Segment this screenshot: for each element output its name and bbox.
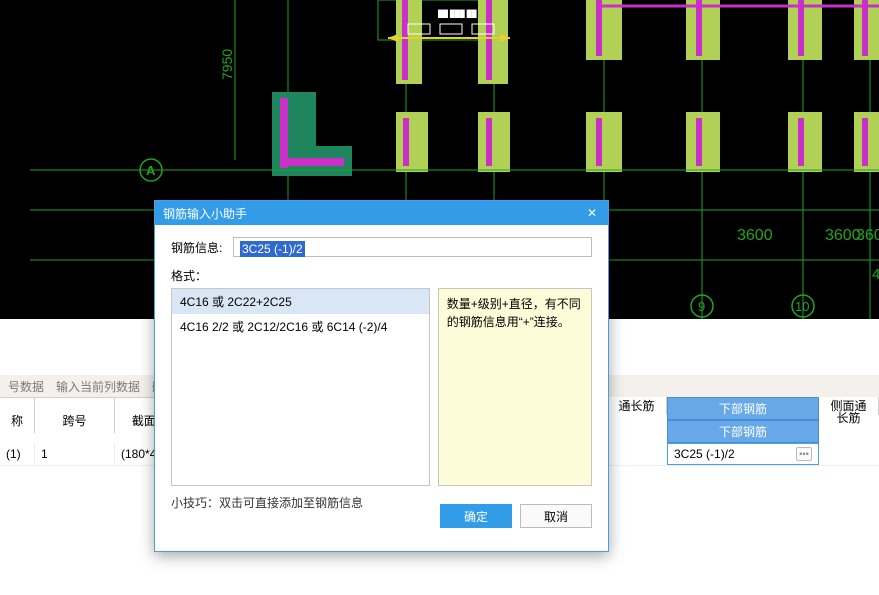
dim-x1: 3600 — [737, 227, 773, 244]
cell-bottom-rebar[interactable]: 3C25 (-1)/2 ••• — [667, 443, 819, 465]
cancel-button[interactable]: 取消 — [520, 504, 592, 528]
subcol-bottom-rebar[interactable]: 下部钢筋 — [667, 420, 819, 443]
format-label: 格式： — [171, 267, 592, 284]
axis-bubble-A: A — [146, 163, 156, 178]
cell-span: 1 — [35, 443, 115, 465]
dialog-title-text: 钢筋输入小助手 — [163, 205, 247, 222]
svg-text:██ ███ ██: ██ ███ ██ — [438, 9, 477, 19]
info-label: 钢筋信息: — [171, 239, 233, 256]
toolbar-btn-copy[interactable]: 号数据 — [2, 376, 50, 397]
tip-text: 小技巧：双击可直接添加至钢筋信息 — [171, 494, 363, 511]
dim-x3: 360 — [856, 227, 879, 244]
col-span[interactable]: 跨号 — [35, 397, 115, 433]
rebar-helper-dialog: 钢筋输入小助手 ✕ 钢筋信息: 3C25 (-1)/2 格式： 4C16 或 2… — [154, 200, 609, 552]
dim-7950: 7950 — [219, 49, 235, 80]
col-name[interactable]: 称 — [0, 397, 35, 433]
col-through[interactable]: 通长筋 — [607, 397, 667, 415]
format-list[interactable]: 4C16 或 2C22+2C25 4C16 2/2 或 2C12/2C16 或 … — [171, 288, 430, 486]
cell-name: (1) — [0, 443, 35, 465]
close-icon[interactable]: ✕ — [584, 206, 600, 220]
cell-value-text: 3C25 (-1)/2 — [674, 447, 735, 461]
toolbar-btn-input-column[interactable]: 输入当前列数据 — [50, 376, 146, 397]
group-bottom-rebar[interactable]: 下部钢筋 — [667, 397, 819, 420]
list-item[interactable]: 4C16 2/2 或 2C12/2C16 或 6C14 (-2)/4 — [172, 314, 429, 339]
axis-bubble-9: 9 — [698, 299, 705, 314]
axis-bubble-10: 10 — [795, 299, 809, 314]
format-description: 数量+级别+直径，有不同的钢筋信息用“+”连接。 — [438, 288, 592, 486]
col-side[interactable]: 侧面通长筋 — [819, 397, 879, 415]
rebar-info-value: 3C25 (-1)/2 — [240, 241, 305, 257]
rebar-info-input[interactable]: 3C25 (-1)/2 — [233, 237, 592, 257]
ellipsis-button[interactable]: ••• — [796, 447, 812, 461]
list-item[interactable]: 4C16 或 2C22+2C25 — [172, 289, 429, 314]
ok-button[interactable]: 确定 — [440, 504, 512, 528]
dim-right: 4 — [872, 266, 879, 283]
dialog-titlebar[interactable]: 钢筋输入小助手 ✕ — [155, 201, 608, 225]
